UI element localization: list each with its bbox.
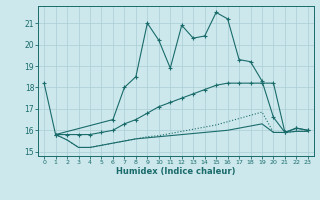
X-axis label: Humidex (Indice chaleur): Humidex (Indice chaleur): [116, 167, 236, 176]
